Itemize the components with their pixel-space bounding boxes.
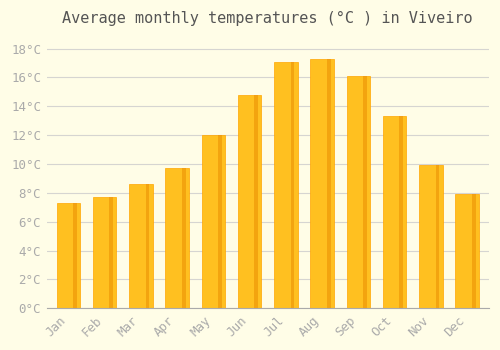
Bar [93, 197, 116, 308]
Title: Average monthly temperatures (°C ) in Viveiro: Average monthly temperatures (°C ) in Vi… [62, 11, 473, 26]
Bar [56, 203, 80, 308]
Bar [218, 135, 222, 308]
Bar [400, 117, 403, 308]
Bar [383, 117, 406, 308]
Bar [436, 166, 440, 308]
Bar [310, 59, 334, 308]
Bar [363, 76, 367, 308]
Bar [346, 76, 370, 308]
Bar [419, 166, 442, 308]
Bar [166, 168, 189, 308]
Bar [73, 203, 77, 308]
Bar [202, 135, 225, 308]
Bar [254, 95, 258, 308]
Bar [129, 184, 152, 308]
Bar [274, 62, 297, 308]
Bar [110, 197, 113, 308]
Bar [290, 62, 294, 308]
Bar [456, 194, 479, 308]
Bar [146, 184, 150, 308]
Bar [327, 59, 330, 308]
Bar [238, 95, 262, 308]
Bar [472, 194, 476, 308]
Bar [182, 168, 186, 308]
